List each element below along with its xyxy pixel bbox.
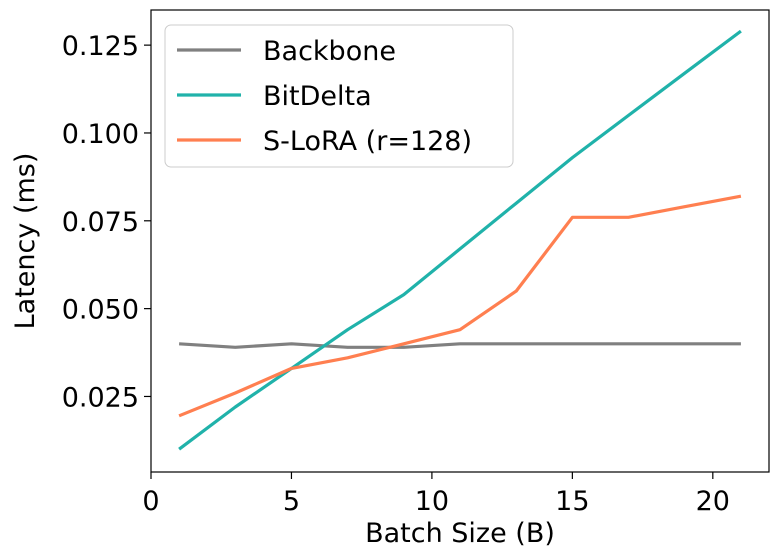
legend: Backbone BitDelta S-LoRA (r=128) [164,24,514,168]
series-line-backbone [179,342,741,349]
series-layer [178,29,742,451]
legend-box [164,24,514,168]
y-tick-label: 0.025 [62,382,139,413]
y-axis-title: Latency (ms) [10,153,41,330]
x-tick-label: 10 [415,486,449,517]
x-tick-label: 5 [283,486,300,517]
x-tick-label: 15 [555,486,589,517]
x-tick-label: 20 [696,486,730,517]
y-tick-label: 0.050 [62,295,139,326]
legend-label: S-LoRA (r=128) [263,126,472,157]
x-axis-title: Batch Size (B) [365,518,555,549]
ticks-layer: 0 5 10 15 20 0.025 0.050 0.075 0.100 0.125 [62,31,730,517]
legend-label: Backbone [263,36,396,67]
y-tick-label: 0.100 [62,119,139,150]
series-line-s-lora-r-128 [178,194,742,418]
series-line-bitdelta [178,29,742,451]
x-tick-label: 0 [142,486,159,517]
legend-label: BitDelta [263,81,372,112]
plot-frame [150,9,770,473]
y-tick-label: 0.075 [62,207,139,238]
y-tick-label: 0.125 [62,31,139,62]
